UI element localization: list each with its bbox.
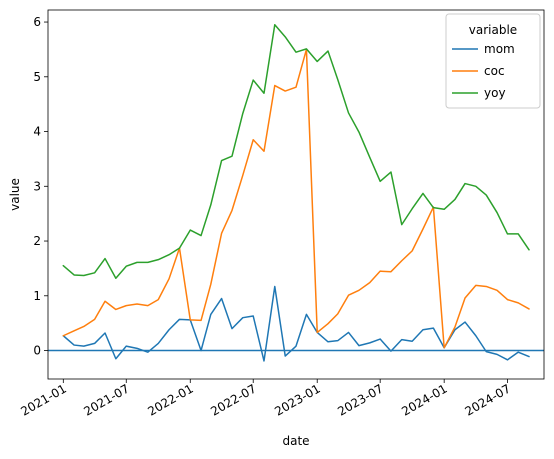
series-line-mom [62, 285, 530, 362]
y-tick-label: 0 [33, 344, 41, 358]
y-tick-label: 5 [33, 70, 41, 84]
series-layer [62, 24, 530, 362]
y-axis: 0 1 2 3 4 5 6 [33, 15, 48, 358]
x-tick-label: 2023-07 [335, 381, 385, 418]
x-tick-label: 2024-01 [399, 381, 449, 418]
legend-label-coc: coc [484, 64, 505, 78]
x-tick-label: 2023-01 [272, 381, 322, 418]
legend-title: variable [469, 23, 517, 37]
legend-frame [445, 13, 541, 109]
y-axis-label: value [8, 178, 22, 211]
x-tick-label: 2022-01 [145, 381, 195, 418]
y-tick-label: 6 [33, 15, 41, 29]
x-tick-label: 2022-07 [208, 381, 258, 418]
x-axis: 2021-01 2021-07 2022-01 2022-07 2023-01 2023-… [18, 379, 513, 419]
x-tick-label: 2021-07 [81, 381, 131, 418]
y-tick-label: 3 [33, 179, 41, 193]
legend: variable mom coc yoy [445, 13, 541, 109]
y-tick-label: 2 [33, 234, 41, 248]
plot-frame [47, 9, 545, 380]
legend-items: mom coc yoy [452, 42, 515, 100]
y-tick-label: 1 [33, 289, 41, 303]
x-tick-label: 2024-07 [463, 381, 513, 418]
legend-label-yoy: yoy [484, 86, 506, 100]
series-line-coc [62, 48, 530, 349]
x-tick-label: 2021-01 [18, 381, 68, 418]
x-axis-label: date [282, 434, 309, 448]
y-tick-label: 4 [33, 125, 41, 139]
legend-label-mom: mom [484, 42, 515, 56]
series-line-yoy [62, 24, 530, 280]
